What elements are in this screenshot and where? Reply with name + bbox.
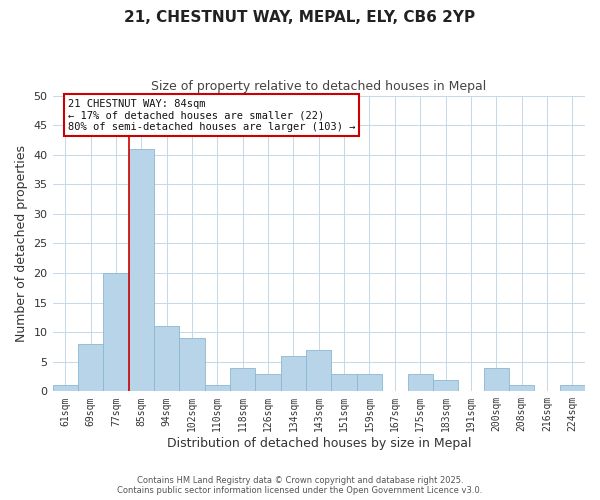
Bar: [230, 368, 256, 392]
Text: Contains HM Land Registry data © Crown copyright and database right 2025.
Contai: Contains HM Land Registry data © Crown c…: [118, 476, 482, 495]
X-axis label: Distribution of detached houses by size in Mepal: Distribution of detached houses by size …: [167, 437, 471, 450]
Bar: [306, 350, 331, 392]
Bar: [281, 356, 306, 392]
Title: Size of property relative to detached houses in Mepal: Size of property relative to detached ho…: [151, 80, 487, 93]
Bar: [154, 326, 179, 392]
Bar: [103, 273, 128, 392]
Bar: [179, 338, 205, 392]
Bar: [484, 368, 509, 392]
Bar: [53, 386, 78, 392]
Bar: [407, 374, 433, 392]
Bar: [256, 374, 281, 392]
Y-axis label: Number of detached properties: Number of detached properties: [15, 145, 28, 342]
Bar: [128, 149, 154, 392]
Bar: [509, 386, 534, 392]
Text: 21, CHESTNUT WAY, MEPAL, ELY, CB6 2YP: 21, CHESTNUT WAY, MEPAL, ELY, CB6 2YP: [124, 10, 476, 25]
Bar: [560, 386, 585, 392]
Bar: [78, 344, 103, 392]
Bar: [433, 380, 458, 392]
Bar: [205, 386, 230, 392]
Text: 21 CHESTNUT WAY: 84sqm
← 17% of detached houses are smaller (22)
80% of semi-det: 21 CHESTNUT WAY: 84sqm ← 17% of detached…: [68, 98, 355, 132]
Bar: [331, 374, 357, 392]
Bar: [357, 374, 382, 392]
